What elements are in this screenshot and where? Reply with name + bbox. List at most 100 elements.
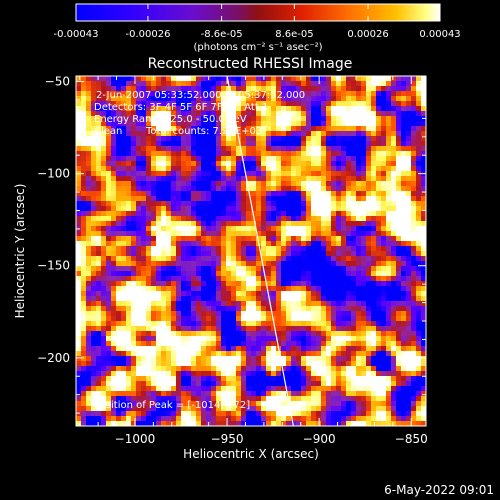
heatmap-cell xyxy=(101,106,107,112)
heatmap-cell xyxy=(216,246,222,252)
heatmap-cell xyxy=(271,206,277,212)
heatmap-cell xyxy=(206,106,212,112)
heatmap-cell xyxy=(326,161,332,167)
heatmap-cell xyxy=(281,201,287,207)
heatmap-cell xyxy=(406,151,412,157)
heatmap-cell xyxy=(186,96,192,102)
heatmap-cell xyxy=(286,351,292,357)
heatmap-cell xyxy=(301,216,307,222)
heatmap-cell xyxy=(346,306,352,312)
heatmap-cell xyxy=(291,211,297,217)
heatmap-cell xyxy=(161,376,167,382)
heatmap-cell xyxy=(271,91,277,97)
heatmap-cell xyxy=(361,76,367,82)
heatmap-cell xyxy=(91,86,97,92)
heatmap-cell xyxy=(111,366,117,372)
heatmap-cell xyxy=(416,81,422,87)
heatmap-cell xyxy=(271,141,277,147)
heatmap-cell xyxy=(306,266,312,272)
heatmap-cell xyxy=(206,241,212,247)
heatmap-cell xyxy=(331,176,337,182)
heatmap-cell xyxy=(121,76,127,82)
heatmap-cell xyxy=(176,226,182,232)
heatmap-cell xyxy=(201,256,207,262)
heatmap-cell xyxy=(401,376,407,382)
heatmap-cell xyxy=(326,126,332,132)
heatmap-cell xyxy=(216,196,222,202)
heatmap-cell xyxy=(146,361,152,367)
heatmap-cell xyxy=(326,206,332,212)
heatmap-cell xyxy=(146,76,152,82)
heatmap-cell xyxy=(296,401,302,407)
heatmap-cell xyxy=(416,266,422,272)
heatmap-cell xyxy=(101,211,107,217)
heatmap-cell xyxy=(336,141,342,147)
heatmap-cell xyxy=(331,126,337,132)
heatmap-cell xyxy=(261,376,267,382)
heatmap-cell xyxy=(91,181,97,187)
heatmap-cell xyxy=(106,181,112,187)
heatmap-cell xyxy=(136,161,142,167)
heatmap-cell xyxy=(181,296,187,302)
heatmap-cell xyxy=(391,291,397,297)
heatmap-cell xyxy=(146,136,152,142)
heatmap-cell xyxy=(386,406,392,412)
heatmap-cell xyxy=(416,326,422,332)
heatmap-cell xyxy=(151,206,157,212)
heatmap-cell xyxy=(316,396,322,402)
heatmap-cell xyxy=(171,401,177,407)
heatmap-cell xyxy=(276,166,282,172)
heatmap-cell xyxy=(81,201,87,207)
heatmap-cell xyxy=(231,131,237,137)
heatmap-cell xyxy=(401,236,407,242)
heatmap-cell xyxy=(176,316,182,322)
heatmap-cell xyxy=(76,356,82,362)
heatmap-cell xyxy=(216,81,222,87)
heatmap-cell xyxy=(371,356,377,362)
heatmap-cell xyxy=(366,421,372,426)
heatmap-cell xyxy=(211,116,217,122)
heatmap-cell xyxy=(381,141,387,147)
heatmap-cell xyxy=(296,336,302,342)
heatmap-cell xyxy=(146,201,152,207)
heatmap-cell xyxy=(316,221,322,227)
heatmap-cell xyxy=(336,276,342,282)
heatmap-cell xyxy=(141,411,147,417)
heatmap-cell xyxy=(251,241,257,247)
heatmap-cell xyxy=(226,311,232,317)
heatmap-cell xyxy=(106,266,112,272)
heatmap-cell xyxy=(221,296,227,302)
heatmap-cell xyxy=(266,241,272,247)
heatmap-cell xyxy=(191,406,197,412)
heatmap-cell xyxy=(421,241,426,247)
heatmap-cell xyxy=(381,101,387,107)
heatmap-cell xyxy=(231,361,237,367)
heatmap-cell xyxy=(171,276,177,282)
heatmap-cell xyxy=(251,386,257,392)
heatmap-cell xyxy=(231,256,237,262)
heatmap-cell xyxy=(226,266,232,272)
heatmap-cell xyxy=(421,216,426,222)
heatmap-cell xyxy=(316,226,322,232)
heatmap-cell xyxy=(261,366,267,372)
heatmap-cell xyxy=(346,391,352,397)
heatmap-cell xyxy=(146,101,152,107)
heatmap-cell xyxy=(291,376,297,382)
heatmap-cell xyxy=(271,236,277,242)
heatmap-cell xyxy=(151,261,157,267)
heatmap-cell xyxy=(161,321,167,327)
heatmap-cell xyxy=(371,421,377,426)
heatmap-cell xyxy=(156,356,162,362)
heatmap-cell xyxy=(381,216,387,222)
heatmap-cell xyxy=(346,386,352,392)
heatmap-cell xyxy=(231,301,237,307)
heatmap-cell xyxy=(416,156,422,162)
heatmap-cell xyxy=(136,326,142,332)
heatmap-cell xyxy=(421,176,426,182)
heatmap-cell xyxy=(331,316,337,322)
heatmap-cell xyxy=(241,401,247,407)
heatmap-cell xyxy=(381,116,387,122)
heatmap-cell xyxy=(336,181,342,187)
heatmap-cell xyxy=(171,176,177,182)
heatmap-cell xyxy=(381,281,387,287)
